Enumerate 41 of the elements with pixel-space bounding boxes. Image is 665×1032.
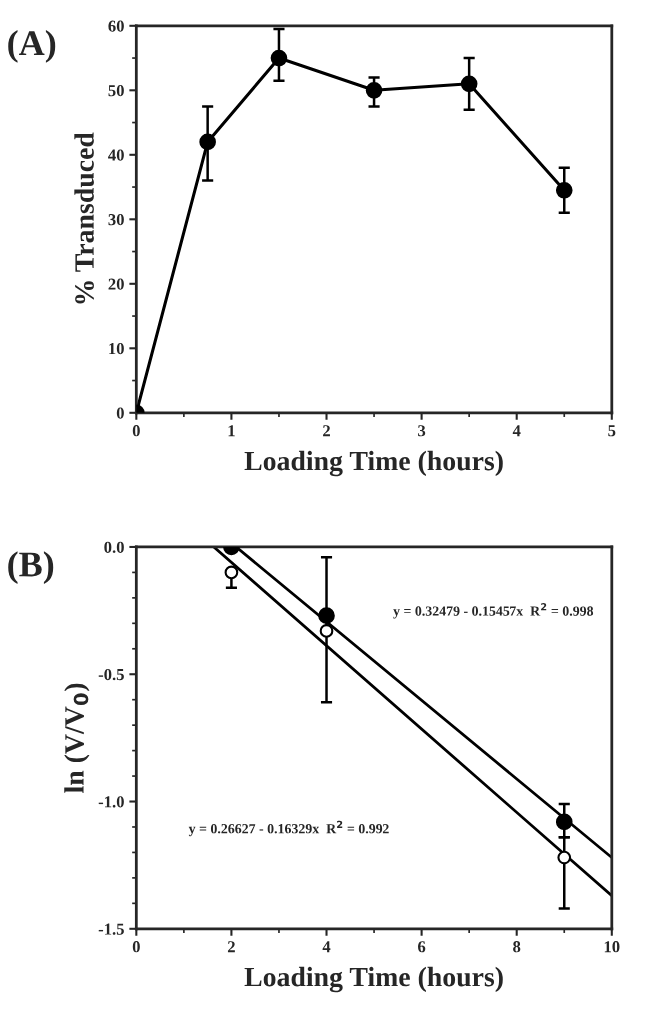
x-tick-label: 0 — [132, 425, 140, 437]
y-tick-label: 10 — [109, 343, 124, 355]
y-tick-label: 50 — [108, 85, 124, 97]
x-tick-label: 2 — [227, 941, 235, 953]
y-tick-label: -1.0 — [98, 796, 124, 808]
x-tick-label: 0 — [132, 941, 140, 953]
chart-title: (B) — [8, 551, 54, 584]
y-axis-title: % Transduced — [74, 132, 94, 304]
chart-title: (A) — [8, 30, 56, 63]
x-axis-title: Loading Time (hours) — [244, 966, 503, 993]
x-tick-label: 8 — [513, 941, 521, 953]
x-axis-title: Loading Time (hours) — [244, 450, 503, 477]
annotation: y = 0.26627 - 0.16329x R$^{2}$ = 0.992 — [188, 820, 389, 837]
y-tick-label: 20 — [108, 278, 124, 290]
y-tick-label: 30 — [108, 214, 124, 226]
point — [319, 624, 334, 638]
point — [318, 607, 335, 625]
x-tick-label: 10 — [604, 941, 620, 953]
y-tick-label: 40 — [108, 149, 124, 161]
x-tick-label: 2 — [323, 425, 330, 437]
x-tick-label: 6 — [418, 941, 426, 953]
point — [557, 850, 572, 865]
y-tick-label: 60 — [108, 20, 124, 32]
y-tick-label: 0 — [116, 407, 124, 419]
point — [270, 49, 288, 67]
point — [555, 813, 573, 831]
annotation: y = 0.32479 - 0.15457x R$^{2}$ = 0.998 — [393, 603, 594, 619]
point — [460, 75, 478, 93]
point — [224, 565, 239, 580]
y-tick-label: -1.5 — [98, 923, 124, 935]
y-axis-title: ln (V/V$_{0}$) — [64, 683, 90, 793]
y-tick-label: -0.5 — [98, 668, 124, 681]
point — [365, 81, 383, 99]
point — [555, 181, 573, 199]
x-tick-label: 1 — [228, 425, 235, 437]
x-tick-label: 3 — [418, 425, 426, 437]
x-tick-label: 5 — [608, 425, 616, 437]
x-tick-label: 4 — [322, 941, 331, 953]
y-tick-label: 0.0 — [104, 541, 124, 553]
x-tick-label: 4 — [512, 425, 521, 437]
point — [199, 133, 216, 151]
